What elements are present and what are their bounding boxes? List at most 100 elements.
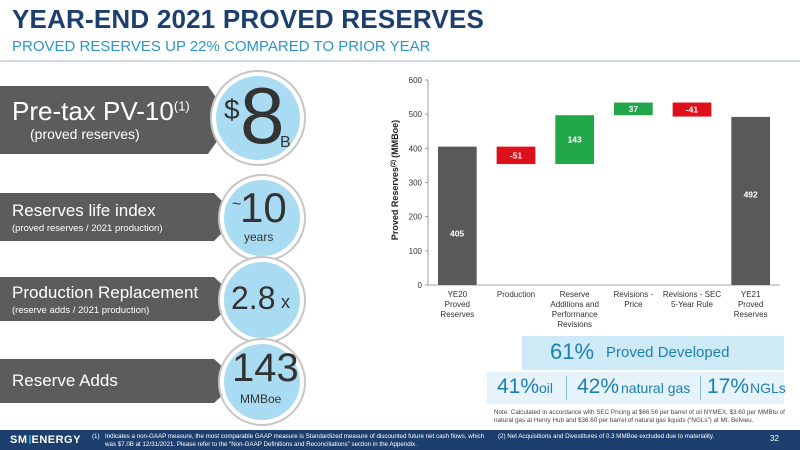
y-tick-label: 500: [409, 110, 423, 119]
x-category-label-line: Performance: [551, 310, 598, 319]
pricing-note: Note: Calculated in accordance with SEC …: [494, 409, 785, 424]
x-category-label: Revisions - Price: [598, 290, 668, 310]
y-axis-label-sup: (2): [391, 160, 397, 167]
x-category-label: Production: [481, 290, 551, 300]
mix-divider-2: [700, 376, 701, 400]
header-divider: [0, 60, 800, 62]
pv10-sublabel: (proved reserves): [30, 126, 140, 142]
footer-bar: SM ENERGY (1) Indicates a non-GAAP measur…: [0, 430, 800, 450]
x-category-label-line: Reserves: [733, 310, 768, 319]
proved-developed-box: 61% Proved Developed: [522, 336, 784, 370]
x-category-label: Reserve Additions and Performance Revisions: [540, 290, 610, 330]
x-category-label-line: Revisions - SEC: [662, 290, 722, 299]
y-tick-label: 300: [409, 179, 423, 188]
page-number: 32: [770, 434, 779, 443]
pv10-unit: B: [280, 134, 291, 151]
life-index-band: Reserves life index (proved reserves / 2…: [0, 193, 238, 241]
footnote-1: Indicates a non-GAAP measure, the most c…: [105, 433, 485, 448]
y-axis-title: Proved Reserves(2) (MMBoe): [390, 120, 400, 240]
x-category-label: Revisions - SEC 5-Year Rule: [657, 290, 727, 310]
bar-value-label: -41: [686, 105, 699, 115]
replacement-value: 2.8: [231, 280, 276, 316]
x-category-label-line: Reserve: [559, 290, 590, 299]
waterfall-bar: [437, 146, 477, 285]
proved-developed-pct: 61%: [550, 339, 595, 364]
x-category-label-line: Proved: [737, 300, 764, 309]
x-category-label-line: Reserves: [440, 310, 475, 319]
life-index-circle: ~ 10 years: [220, 176, 304, 260]
x-category-label: YE21 Proved Reserves: [716, 290, 786, 320]
reserve-adds-label: Reserve Adds: [12, 371, 118, 390]
replacement-circle: 2.8 x: [220, 258, 304, 342]
bar-value-label: 405: [450, 229, 464, 239]
x-category-label-line: Price: [624, 300, 643, 309]
waterfall-bar: [613, 102, 653, 116]
pv10-value: 8: [240, 71, 285, 160]
bar-value-label: 492: [744, 190, 758, 200]
replacement-label: Production Replacement: [12, 283, 199, 302]
footnote-2: (2) Net Acquisitions and Divestitures of…: [498, 433, 715, 440]
pv10-footnote-mark: (1): [173, 98, 190, 114]
x-category-label: YE20 Proved Reserves: [422, 290, 492, 320]
gas-label: natural gas: [621, 380, 691, 396]
x-category-label-line: 5-Year Rule: [671, 300, 713, 309]
logo-separator: [28, 435, 31, 444]
y-axis-ticks: 0 100 200 300 400 500 600: [409, 76, 428, 290]
company-logo: SM ENERGY: [10, 434, 81, 446]
pv10-label: Pre-tax PV-10: [12, 96, 174, 126]
oil-pct: 41%: [497, 375, 540, 398]
footnote-1-mark: (1): [92, 433, 100, 440]
ngl-pct: 17%: [707, 375, 750, 398]
pv10-band: Pre-tax PV-10(1) (proved reserves): [0, 86, 232, 154]
waterfall-bar: [731, 116, 771, 286]
reserve-adds-unit: MMBoe: [240, 392, 282, 406]
y-tick-label: 600: [409, 76, 423, 85]
pv10-circle: $ 8 B: [212, 71, 304, 164]
life-index-label: Reserves life index: [12, 201, 156, 220]
x-category-label-line: Revisions: [557, 320, 592, 329]
x-category-label-line: Production: [496, 290, 536, 299]
reserve-adds-band: Reserve Adds: [0, 359, 238, 403]
logo-sm: SM: [10, 434, 28, 446]
proved-developed-label: Proved Developed: [606, 344, 730, 361]
pv10-prefix: $: [224, 94, 240, 125]
replacement-band: Production Replacement (reserve adds / 2…: [0, 277, 238, 321]
x-category-label-line: Revisions -: [613, 290, 654, 299]
page-title: YEAR-END 2021 PROVED RESERVES: [12, 4, 485, 34]
reserve-adds-value: 143: [232, 346, 299, 390]
life-index-unit: years: [244, 230, 274, 244]
y-tick-label: 100: [409, 247, 423, 256]
waterfall-bars: 405 -51 143 37 -41 492: [437, 102, 771, 286]
y-axis-label-unit: (MMBoe): [390, 120, 400, 158]
oil-label: oil: [539, 380, 554, 396]
x-category-label-line: YE21: [740, 290, 761, 299]
y-tick-label: 0: [418, 281, 423, 290]
y-tick-label: 400: [409, 144, 423, 153]
pv10-label-line: Pre-tax PV-10(1): [12, 96, 190, 127]
reserve-adds-circle: 143 MMBoe: [220, 340, 304, 424]
replacement-unit: x: [281, 292, 290, 312]
waterfall-bar: [672, 102, 712, 117]
replacement-sublabel: (reserve adds / 2021 production): [12, 305, 150, 316]
waterfall-bar: [555, 115, 595, 165]
life-index-sublabel: (proved reserves / 2021 production): [12, 223, 163, 234]
y-axis-label: Proved Reserves(2) (MMBoe): [390, 120, 400, 240]
reserves-waterfall-chart: Proved Reserves(2) (MMBoe) 0 100 200 300 400 5…: [390, 76, 780, 290]
mix-divider-1: [566, 376, 567, 400]
waterfall-bar: [496, 146, 536, 165]
x-category-label-line: YE20: [447, 290, 468, 299]
page-subtitle: PROVED RESERVES UP 22% COMPARED TO PRIOR…: [12, 38, 431, 55]
bar-value-label: -51: [510, 150, 523, 160]
logo-energy: ENERGY: [31, 434, 81, 446]
reserves-mix-box: 41% oil 42% natural gas 17% NGLs: [487, 372, 786, 404]
life-index-prefix: ~: [232, 196, 242, 213]
y-axis-label-text: Proved Reserves: [390, 167, 400, 240]
gas-pct: 42%: [577, 375, 620, 398]
x-category-label-line: Additions and: [550, 300, 599, 309]
x-category-label-line: Proved: [444, 300, 470, 309]
bar-value-label: 37: [629, 104, 639, 114]
ngl-label: NGLs: [750, 380, 786, 396]
bar-value-label: 143: [568, 135, 582, 145]
y-tick-label: 200: [409, 213, 423, 222]
life-index-value: 10: [240, 184, 287, 231]
